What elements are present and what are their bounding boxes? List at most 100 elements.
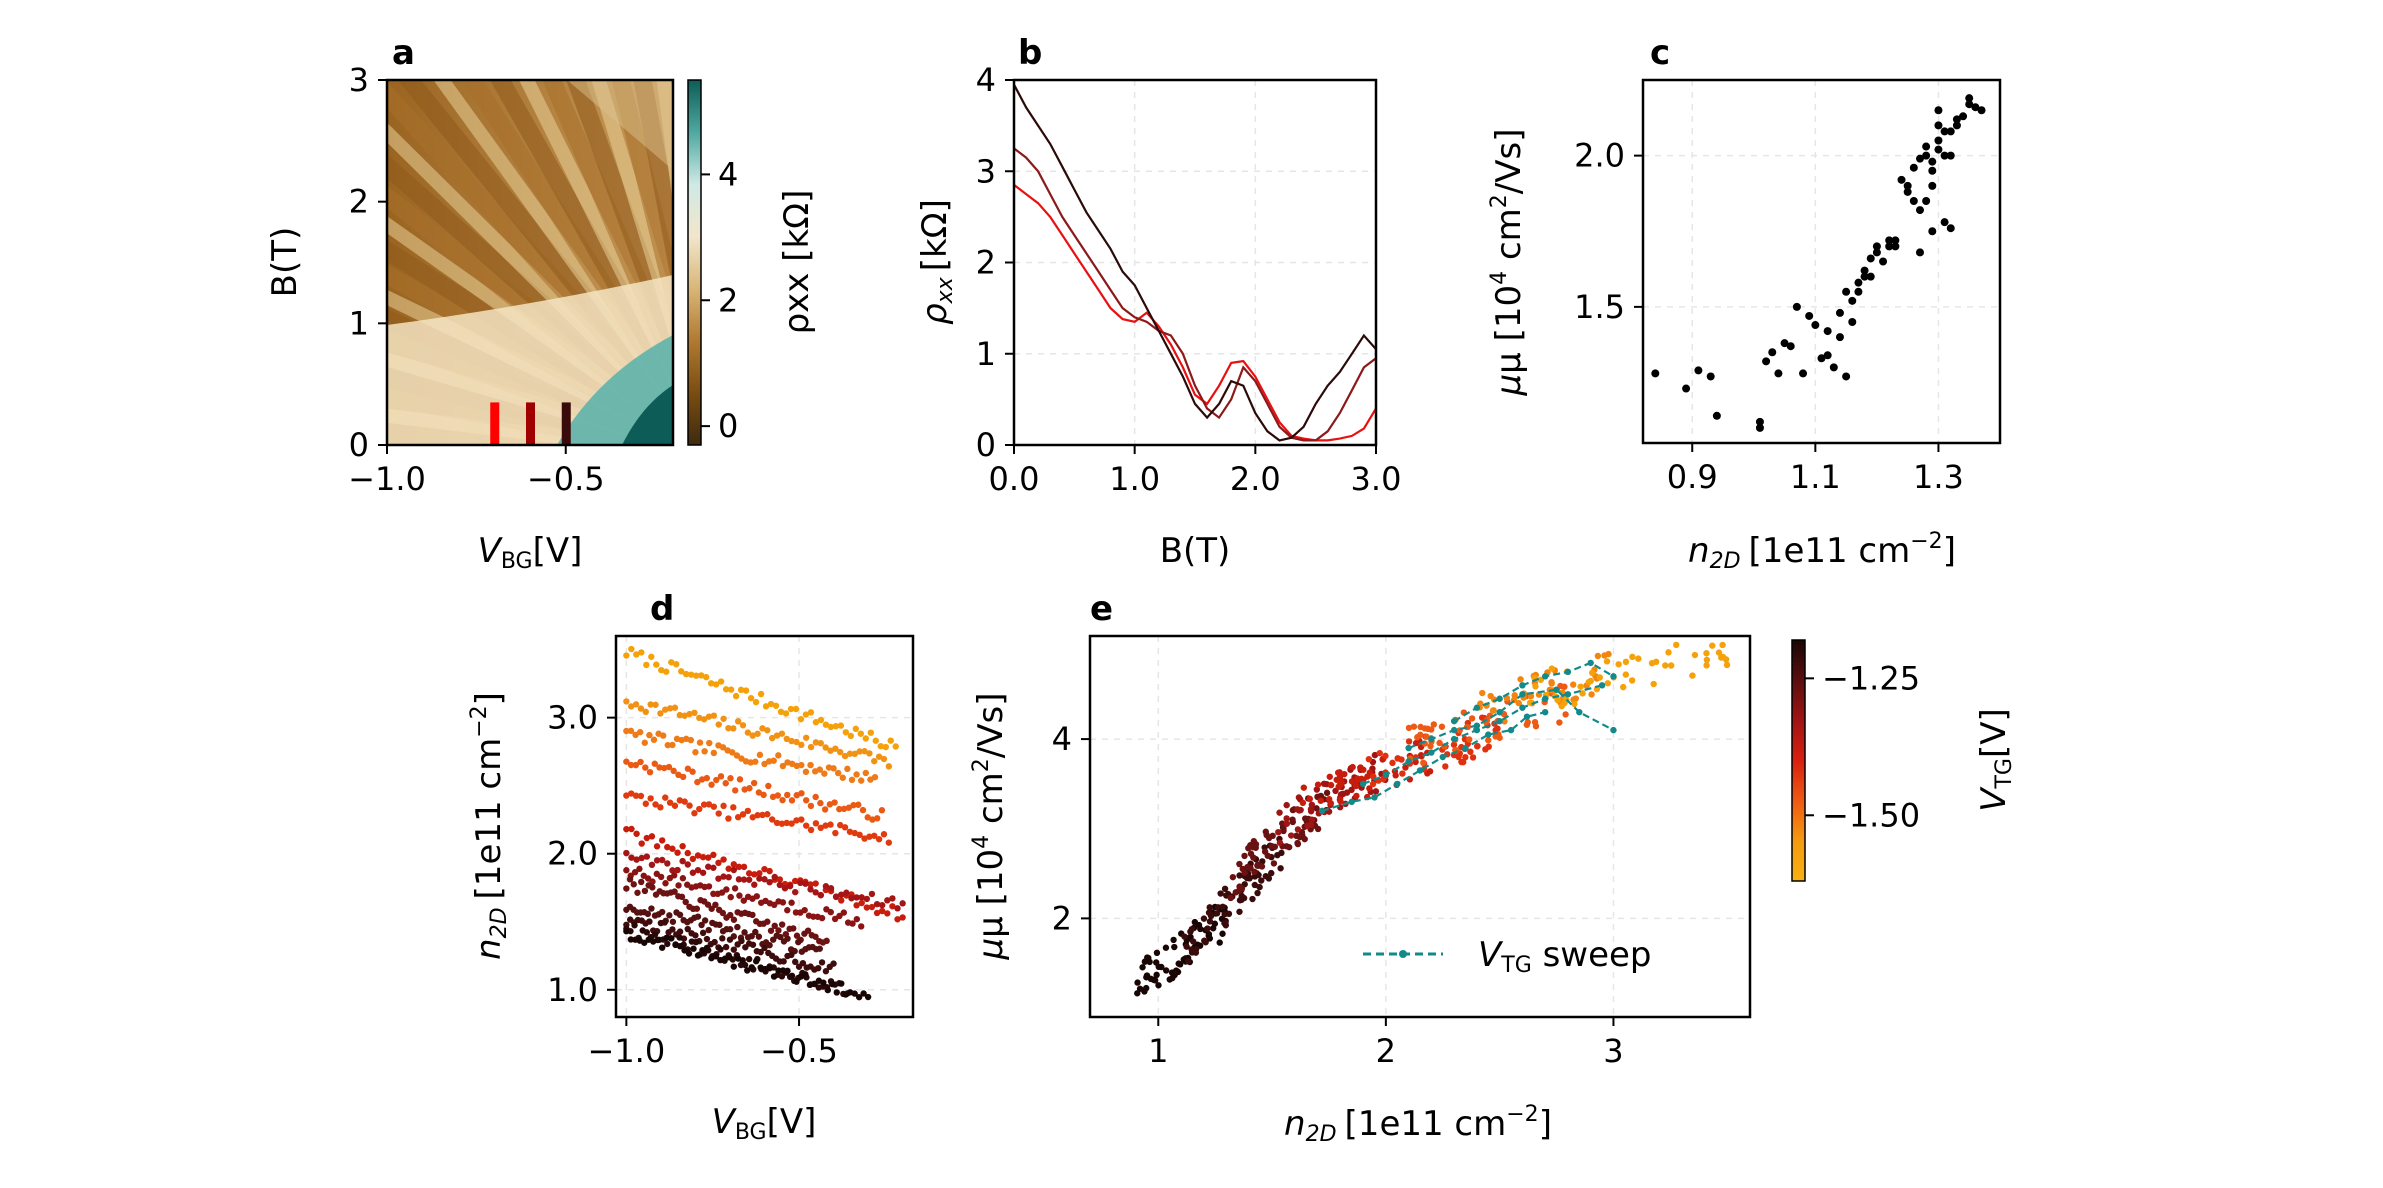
data-point [666,705,674,712]
data-point [832,745,839,752]
data-point [817,891,824,899]
data-point [1468,715,1476,722]
data-point [632,731,639,739]
data-point [691,810,698,817]
data-point [1562,711,1569,718]
data-point [725,865,732,872]
data-point [632,792,640,799]
data-point [745,870,753,877]
sweep-point [1405,744,1412,752]
y-tick-label: 1 [349,304,369,342]
data-point [1854,287,1863,296]
data-point [780,958,787,965]
x-tick-label: 1.3 [1913,458,1964,496]
data-point [1965,94,1974,103]
xlabel-a: VBG[V] [478,531,583,574]
data-point [777,933,784,941]
sweep-point [1371,794,1378,801]
data-point [633,856,640,863]
data-point [705,863,712,870]
data-point [699,853,707,861]
data-point [1276,839,1284,846]
data-point [812,933,819,940]
data-point [1805,311,1814,320]
data-point [761,865,768,873]
data-point [778,973,786,980]
data-point [1523,721,1531,728]
data-point [630,881,637,888]
data-point [1246,874,1253,882]
data-point [671,888,678,895]
data-point [867,729,874,736]
ylabel-a: B(T) [265,227,305,298]
label-part: cm [1489,208,1529,271]
data-point [827,885,835,892]
data-point [730,861,738,868]
data-point [681,712,688,719]
data-point [643,853,651,860]
data-point [1283,820,1291,827]
data-point [1755,423,1764,432]
sweep-point [1394,780,1401,788]
data-point [768,734,776,742]
data-point [664,843,671,851]
data-point [1323,789,1331,797]
data-point [1155,982,1162,989]
data-point [1155,963,1162,971]
data-point [847,732,855,740]
colorbar-tick-label: 2 [718,281,738,319]
data-point [692,749,699,756]
data-point [717,773,725,780]
data-point [807,886,814,893]
data-point [1842,372,1851,381]
data-point [855,993,863,1001]
data-point [1928,227,1937,236]
data-point [875,835,883,843]
data-point [727,686,735,693]
data-point [1723,661,1731,669]
data-point [1570,681,1577,688]
data-point [1799,369,1808,378]
data-point [1588,691,1595,698]
data-point [641,939,648,946]
data-point [634,889,641,896]
data-point [771,922,778,930]
data-point [1922,142,1931,151]
data-point [715,810,722,817]
data-point [741,961,749,969]
data-point [1191,918,1199,926]
data-point [710,712,718,719]
panel-label-d: d [650,589,674,629]
data-point [628,854,635,861]
data-point [830,765,837,772]
data-point [696,714,703,722]
data-point [642,764,649,771]
data-point [1885,236,1894,245]
sweep-point [1496,717,1503,725]
data-point [885,839,893,846]
data-point [1527,693,1535,700]
data-point [748,932,755,940]
ylabel-c: μμ [104 cm2/Vs] [1487,129,1529,397]
data-point [1308,801,1316,808]
data-point [623,652,630,659]
y-tick-label: 3 [976,152,996,190]
data-point [1872,248,1881,257]
data-point [1420,759,1427,766]
data-point [658,944,666,951]
data-point [884,910,891,917]
data-point [705,713,713,720]
x-tick-label: −1.0 [588,1032,666,1070]
data-point [1271,843,1279,850]
data-point [732,692,740,700]
data-point [1879,257,1888,266]
sweep-point [1610,726,1617,734]
data-point [774,792,782,799]
data-point [761,876,768,883]
data-point [1651,369,1660,378]
y-tick-label: 2 [1052,899,1072,937]
data-point [853,771,860,778]
data-point [1348,786,1355,794]
data-point [663,668,670,675]
data-point [734,813,742,821]
